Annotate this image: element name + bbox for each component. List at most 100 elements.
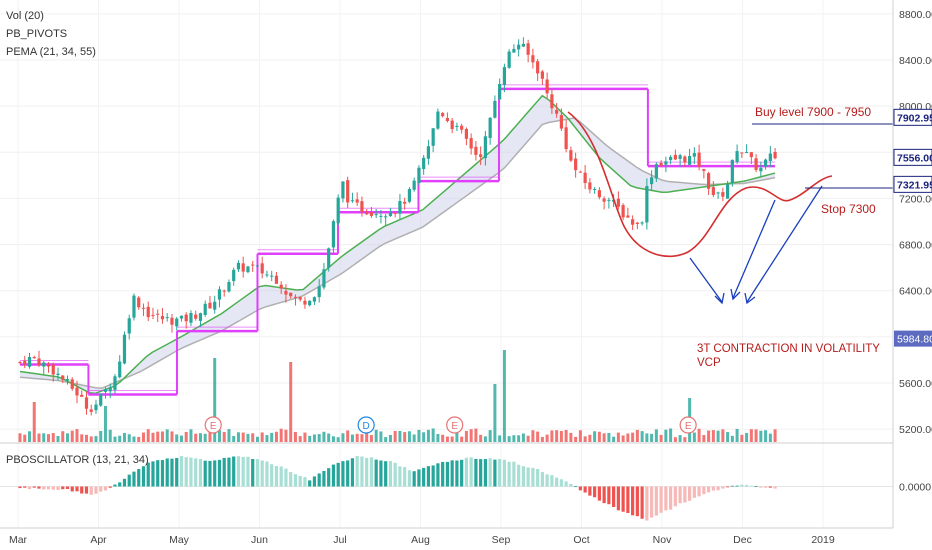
legend-pivots: PB_PIVOTS <box>6 28 67 40</box>
volume-bar <box>393 430 397 442</box>
candle-body <box>236 262 241 270</box>
volume-bar <box>678 435 682 442</box>
candle-body <box>384 216 388 218</box>
candle-body <box>42 362 46 367</box>
oscillator-bar <box>498 458 502 487</box>
candle-body <box>18 361 22 363</box>
oscillator-bar <box>236 456 241 487</box>
candle-body <box>336 197 340 224</box>
volume-bar <box>194 433 198 442</box>
candle-body <box>23 360 27 365</box>
candle-body <box>118 361 122 378</box>
volume-bar <box>274 431 278 442</box>
oscillator-bar <box>488 458 492 487</box>
volume-bar <box>493 384 497 442</box>
oscillator-bar <box>697 486 701 497</box>
volume-bar <box>664 429 668 442</box>
candle-body <box>483 136 488 159</box>
volume-bar <box>303 432 307 442</box>
volume-bar <box>735 428 739 442</box>
candle-body <box>80 394 84 397</box>
volume-bar <box>227 429 231 442</box>
candle-body <box>602 198 606 202</box>
volume-bar <box>260 432 264 442</box>
candle-body <box>198 313 203 321</box>
candle-body <box>317 286 321 298</box>
candle-body <box>75 387 79 396</box>
oscillator-bar <box>678 486 682 504</box>
event-marker-label: E <box>210 421 217 432</box>
candle-body <box>726 184 730 199</box>
volume-bar <box>426 429 430 442</box>
volume-bar <box>270 432 274 442</box>
volume-bar <box>336 437 340 442</box>
candle-body <box>754 158 758 171</box>
time-tick-label: Mar <box>9 534 28 546</box>
volume-bar <box>132 436 136 442</box>
candle-body <box>621 205 625 218</box>
candle-body <box>365 212 369 215</box>
arrow-line-1 <box>689 257 723 303</box>
volume-bar <box>602 433 606 442</box>
candle-body <box>664 161 668 165</box>
candle-body <box>526 43 530 55</box>
candle-body <box>702 169 706 171</box>
buy-level-annotation: Buy level 7900 - 7950 <box>755 105 871 119</box>
oscillator-bar <box>56 486 60 490</box>
candle-body <box>208 302 212 309</box>
volume-bar <box>631 432 635 442</box>
candle-body <box>279 284 283 289</box>
volume-bar <box>574 436 578 442</box>
candle-body <box>132 295 136 318</box>
oscillator-bar <box>336 462 340 487</box>
volume-bar <box>455 431 459 442</box>
volume-bar <box>308 435 312 442</box>
volume-bar <box>512 435 516 442</box>
volume-bar <box>726 432 730 442</box>
oscillator-bar <box>84 486 89 494</box>
oscillator-pane <box>18 455 777 521</box>
candle-body <box>51 364 55 375</box>
candle-body <box>298 296 302 300</box>
oscillator-bar <box>455 460 459 487</box>
oscillator-bar <box>165 458 169 487</box>
candle-body <box>422 157 426 170</box>
volume-bar <box>659 434 663 442</box>
oscillator-bar <box>80 486 84 494</box>
volume-bar <box>441 434 445 442</box>
candle-body <box>265 274 269 276</box>
oscillator-bar <box>270 464 274 487</box>
oscillator-bar <box>711 486 715 491</box>
legend-vol: Vol (20) <box>6 10 44 22</box>
candle-body <box>654 164 658 179</box>
oscillator-bar <box>702 486 706 495</box>
volume-bar <box>61 431 65 442</box>
volume-bar <box>51 433 55 442</box>
oscillator-bar <box>23 486 27 488</box>
volume-bar <box>122 432 126 442</box>
candle-body <box>189 313 193 323</box>
price-tick-label: 6400.00 <box>899 286 932 298</box>
oscillator-bar <box>89 486 93 495</box>
oscillator-bar <box>75 486 79 492</box>
oscillator-bar <box>122 478 127 487</box>
oscillator-bar <box>650 486 654 518</box>
oscillator-bar <box>716 486 720 491</box>
volume-bar <box>588 434 592 442</box>
oscillator-bar <box>536 469 540 487</box>
oscillator-bar <box>730 485 734 487</box>
volume-bar <box>165 429 169 442</box>
event-marker-circle <box>357 416 375 434</box>
candle-body <box>94 404 98 411</box>
candle-body <box>498 83 502 100</box>
volume-bar <box>559 431 563 442</box>
volume-bar <box>317 434 321 442</box>
candle-body <box>393 212 397 214</box>
oscillator-bar <box>526 467 530 487</box>
volume-bar <box>635 429 639 442</box>
volume-bar <box>749 429 753 442</box>
volume-bar <box>322 431 326 442</box>
oscillator-bar <box>179 455 184 487</box>
oscillator-bar <box>574 485 578 487</box>
